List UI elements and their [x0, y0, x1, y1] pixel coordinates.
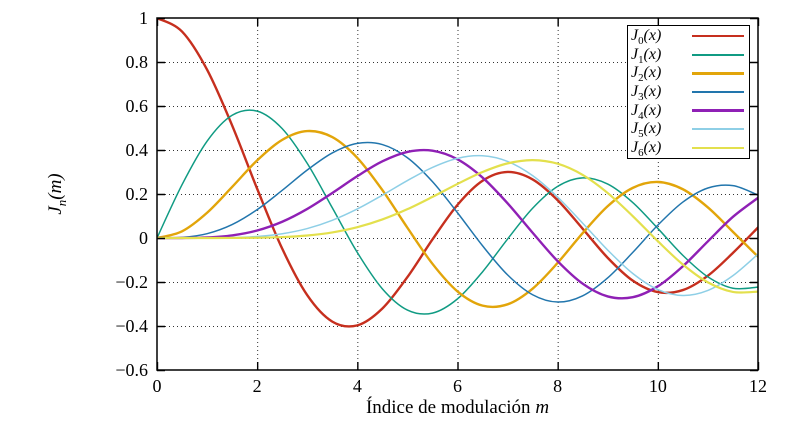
x-axis-label: Índice de modulación m	[157, 397, 758, 419]
x-tick-label: 12	[749, 376, 767, 396]
legend-line-sample	[692, 72, 744, 75]
legend-line-sample	[692, 109, 744, 112]
x-axis-label-text: Índice de modulación	[365, 397, 531, 418]
legend-item: J5(x)	[631, 120, 744, 141]
legend-line-sample	[692, 146, 744, 149]
legend-item-label: J3(x)	[631, 83, 662, 104]
legend-item: J2(x)	[631, 64, 744, 85]
y-axis-label-base: J	[45, 206, 66, 215]
x-tick-label: 4	[352, 376, 362, 396]
legend-item-label: J1(x)	[631, 45, 662, 67]
x-tick-label: 10	[648, 376, 667, 396]
x-tick-label: 0	[152, 376, 162, 396]
legend: J0(x) J1(x) J2(x) J3(x) J4(x) J5(x) J6(x)	[627, 25, 750, 159]
x-axis-label-var: m	[535, 397, 550, 418]
y-tick-label: 0.6	[125, 96, 149, 116]
legend-item: J4(x)	[631, 101, 744, 122]
y-tick-label: 0.8	[125, 52, 149, 72]
x-tick-label: 6	[453, 376, 462, 396]
y-tick-label: −0.2	[115, 272, 148, 292]
legend-item: J1(x)	[631, 46, 744, 65]
legend-item-label: J4(x)	[631, 101, 662, 122]
x-tick-label: 8	[553, 376, 563, 396]
y-tick-label: 1	[139, 8, 148, 28]
legend-item-label: J2(x)	[631, 64, 662, 85]
legend-line-sample	[692, 54, 744, 56]
legend-line-sample	[692, 128, 744, 130]
legend-item: J0(x)	[631, 27, 744, 48]
legend-line-sample	[692, 91, 744, 93]
legend-item-label: J5(x)	[631, 120, 662, 141]
legend-item: J6(x)	[631, 138, 744, 159]
y-tick-label: 0.4	[125, 140, 149, 160]
legend-item-label: J6(x)	[631, 138, 662, 159]
x-tick-label: 2	[252, 376, 262, 396]
y-tick-label: 0	[139, 228, 148, 248]
y-tick-label: −0.6	[115, 360, 148, 380]
y-tick-label: −0.4	[115, 316, 148, 336]
legend-line-sample	[692, 35, 744, 38]
legend-item-label: J0(x)	[631, 27, 662, 48]
legend-item: J3(x)	[631, 83, 744, 104]
y-tick-label: 0.2	[125, 184, 149, 204]
